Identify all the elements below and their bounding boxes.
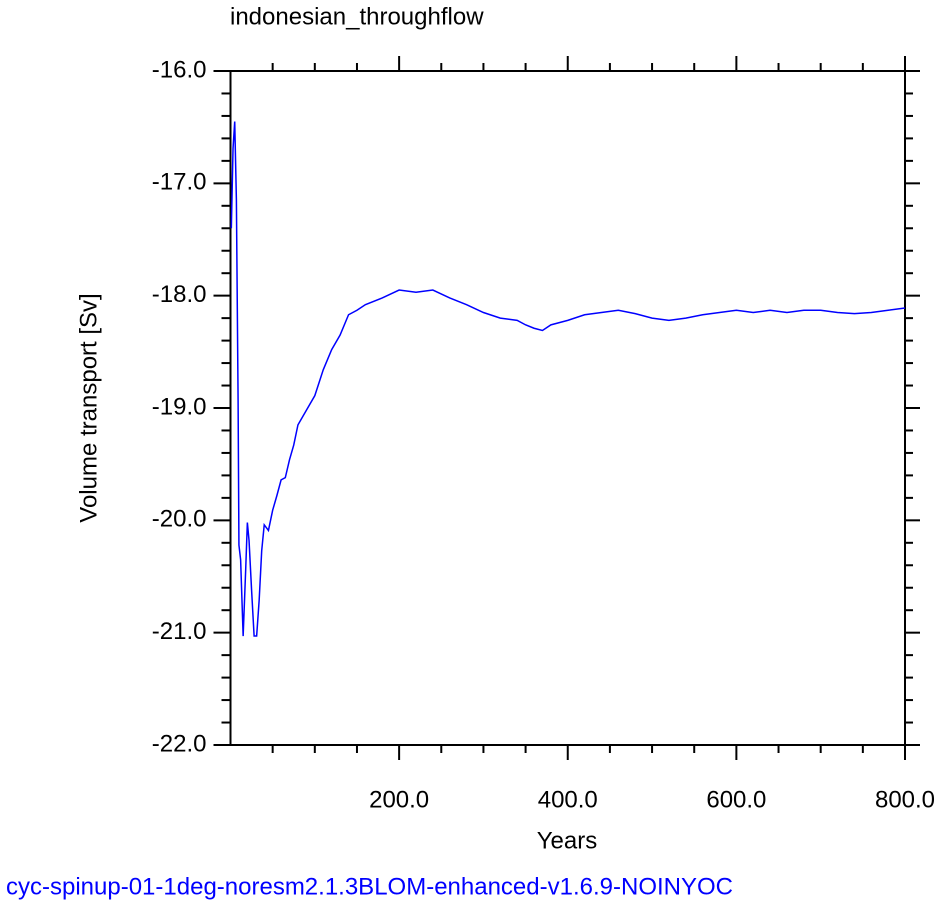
y-tick-label: -22.0 bbox=[152, 730, 207, 757]
y-tick-label: -18.0 bbox=[152, 281, 207, 308]
x-tick-label: 400.0 bbox=[538, 786, 598, 813]
y-tick-label: -20.0 bbox=[152, 506, 207, 533]
x-tick-label: 800.0 bbox=[875, 786, 935, 813]
caption: cyc-spinup-01-1deg-noresm2.1.3BLOM-enhan… bbox=[6, 873, 733, 900]
x-tick-label: 200.0 bbox=[369, 786, 429, 813]
x-tick-label: 600.0 bbox=[706, 786, 766, 813]
x-axis-label: Years bbox=[537, 827, 598, 854]
y-tick-label: -19.0 bbox=[152, 393, 207, 420]
data-line bbox=[230, 121, 906, 637]
y-tick-label: -21.0 bbox=[152, 618, 207, 645]
plot-frame bbox=[229, 70, 906, 746]
chart-title: indonesian_throughflow bbox=[230, 3, 484, 30]
y-axis-label: Volume transport [Sv] bbox=[75, 293, 102, 522]
y-tick-label: -17.0 bbox=[152, 169, 207, 196]
y-tick-label: -16.0 bbox=[152, 56, 207, 83]
